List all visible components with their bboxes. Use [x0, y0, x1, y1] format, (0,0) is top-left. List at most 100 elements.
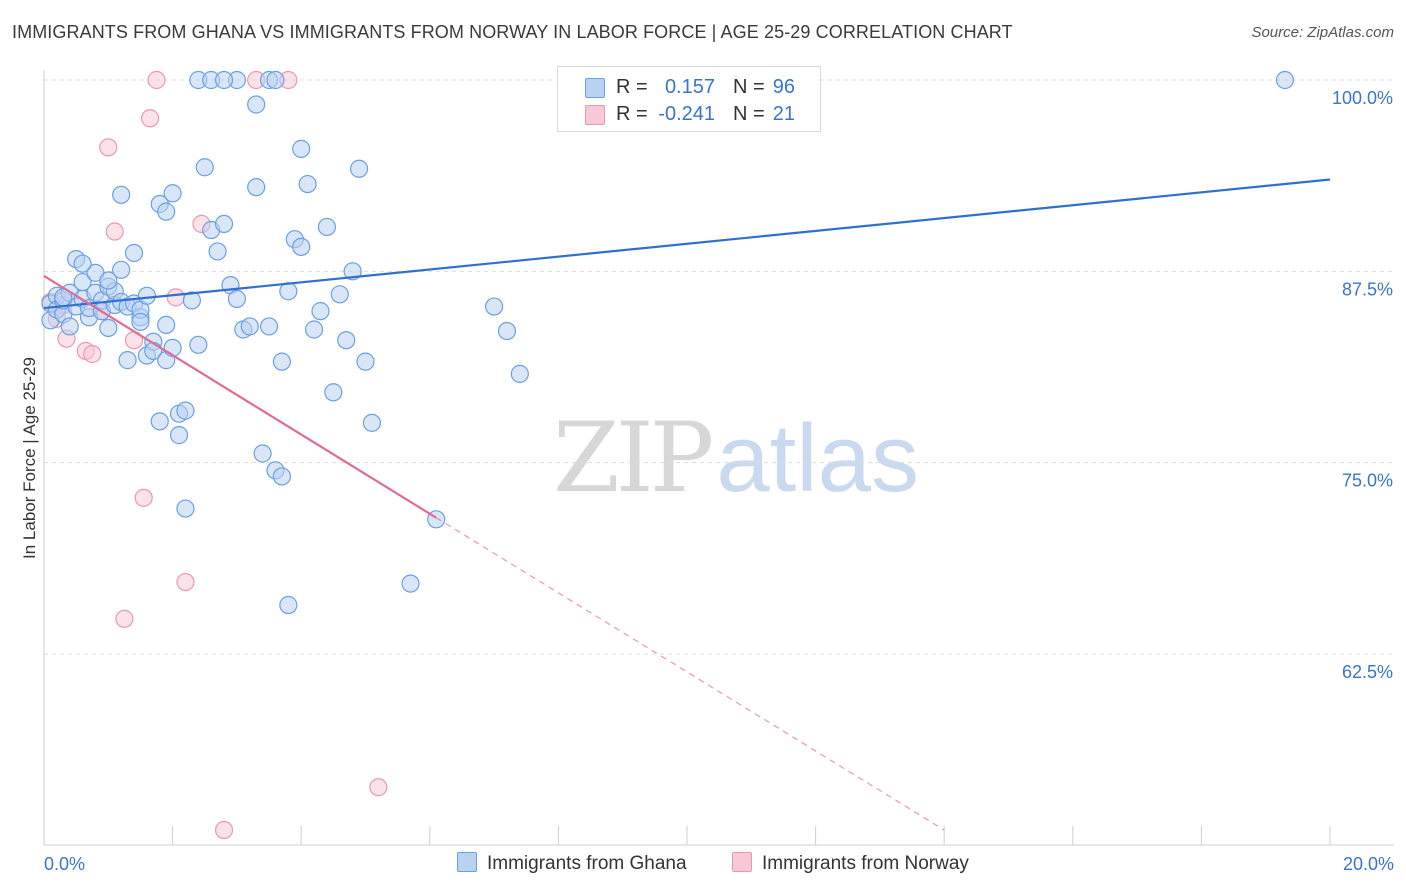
- watermark-atlas: atlas: [716, 405, 919, 512]
- point-immigrants-from-ghana: [112, 260, 131, 279]
- point-immigrants-from-ghana: [343, 262, 362, 281]
- point-immigrants-from-ghana: [163, 338, 182, 357]
- point-immigrants-from-ghana: [272, 352, 292, 371]
- point-immigrants-from-ghana: [311, 302, 330, 321]
- y-tick-label: 75.0%: [1342, 471, 1393, 491]
- point-immigrants-from-ghana: [137, 286, 156, 305]
- y-axis-label: In Labor Force | Age 25-29: [20, 357, 39, 559]
- grid-layer: [44, 79, 1394, 655]
- point-immigrants-from-ghana: [163, 184, 182, 203]
- series-legend: Immigrants from Ghana Immigrants from No…: [0, 852, 1406, 878]
- point-immigrants-from-ghana: [99, 318, 118, 338]
- point-immigrants-from-ghana: [169, 426, 189, 445]
- axis-layer: [43, 70, 1394, 846]
- point-immigrants-from-norway: [105, 222, 124, 241]
- legend-n-value: 96: [772, 76, 795, 98]
- ghana-swatch: [585, 78, 605, 98]
- point-immigrants-from-ghana: [227, 289, 246, 308]
- point-immigrants-from-ghana: [99, 271, 118, 290]
- point-immigrants-from-ghana: [485, 297, 504, 316]
- point-immigrants-from-ghana: [1275, 70, 1295, 90]
- x-tick-label-max: 20.0%: [1343, 854, 1394, 874]
- point-immigrants-from-ghana: [240, 317, 259, 336]
- point-immigrants-from-ghana: [214, 214, 234, 233]
- watermark: ZIPatlas: [553, 402, 919, 514]
- legend-n-label: N =: [733, 103, 765, 125]
- legend-r-value: 0.157: [664, 76, 715, 98]
- legend-row-ghana: R = 0.157 N = 96: [558, 74, 820, 100]
- point-immigrants-from-ghana: [292, 139, 311, 158]
- x-tick-label-min: 0.0%: [44, 854, 85, 874]
- chart-title: IMMIGRANTS FROM GHANA VS IMMIGRANTS FROM…: [12, 22, 1013, 42]
- point-immigrants-from-ghana: [337, 331, 356, 350]
- point-immigrants-from-norway: [134, 488, 153, 507]
- trendline-immigrants-from-norway: [43, 274, 437, 519]
- legend-r-label: R =: [616, 103, 648, 125]
- trendline-immigrants-from-ghana: [43, 178, 1331, 310]
- point-immigrants-from-ghana: [176, 401, 195, 420]
- point-immigrants-from-ghana: [131, 312, 150, 331]
- legend-n-label: N =: [733, 76, 765, 98]
- point-immigrants-from-ghana: [73, 254, 92, 273]
- point-immigrants-from-ghana: [317, 217, 337, 237]
- point-immigrants-from-norway: [166, 288, 185, 307]
- legend-n-value: 21: [772, 103, 795, 125]
- point-immigrants-from-ghana: [195, 158, 214, 177]
- trend-layer: [43, 178, 1331, 831]
- y-tick-labels: 62.5% 75.0% 87.5% 100.0%: [1332, 88, 1393, 682]
- y-tick-label: 62.5%: [1342, 662, 1393, 682]
- point-immigrants-from-norway: [176, 572, 195, 592]
- point-immigrants-from-ghana: [60, 317, 79, 336]
- point-immigrants-from-ghana: [259, 317, 279, 336]
- point-immigrants-from-ghana: [304, 320, 324, 339]
- legend-r-label: R =: [616, 76, 648, 98]
- point-immigrants-from-norway: [140, 109, 160, 128]
- point-immigrants-from-ghana: [112, 185, 131, 204]
- y-tick-label: 87.5%: [1342, 279, 1393, 299]
- point-immigrants-from-ghana: [272, 467, 292, 486]
- point-immigrants-from-ghana: [253, 444, 272, 463]
- point-immigrants-from-ghana: [247, 95, 266, 114]
- point-immigrants-from-ghana: [176, 499, 195, 518]
- legend-item-ghana[interactable]: Immigrants from Ghana: [457, 852, 687, 875]
- legend-label-norway: Immigrants from Norway: [762, 853, 969, 874]
- point-immigrants-from-ghana: [330, 285, 349, 304]
- norway-legend-swatch: [732, 852, 752, 872]
- points-layer: [41, 70, 1295, 840]
- trendline-extension-immigrants-from-norway: [435, 517, 945, 831]
- point-immigrants-from-ghana: [279, 595, 298, 615]
- point-immigrants-from-ghana: [189, 335, 208, 354]
- x-tick-marks: [43, 826, 1331, 845]
- point-immigrants-from-ghana: [157, 202, 176, 221]
- chart-source: Source: ZipAtlas.com: [1251, 24, 1394, 41]
- point-immigrants-from-norway: [147, 70, 166, 90]
- point-immigrants-from-ghana: [497, 321, 517, 341]
- point-immigrants-from-norway: [83, 344, 102, 364]
- point-immigrants-from-ghana: [118, 351, 137, 370]
- point-immigrants-from-ghana: [247, 178, 266, 197]
- point-immigrants-from-ghana: [266, 70, 285, 90]
- watermark-zip: ZIP: [553, 402, 714, 514]
- legend-label-ghana: Immigrants from Ghana: [487, 853, 687, 874]
- legend-item-norway[interactable]: Immigrants from Norway: [732, 852, 969, 875]
- point-immigrants-from-ghana: [356, 352, 375, 371]
- point-immigrants-from-ghana: [349, 159, 369, 178]
- point-immigrants-from-ghana: [324, 383, 343, 402]
- ghana-legend-swatch: [457, 852, 477, 872]
- point-immigrants-from-ghana: [362, 413, 382, 432]
- point-immigrants-from-ghana: [157, 315, 176, 335]
- point-immigrants-from-norway: [99, 138, 118, 157]
- y-tick-label: 100.0%: [1332, 88, 1393, 108]
- point-immigrants-from-norway: [115, 609, 134, 628]
- point-immigrants-from-norway: [369, 778, 388, 797]
- point-immigrants-from-ghana: [73, 272, 92, 292]
- point-immigrants-from-ghana: [401, 574, 420, 593]
- legend-row-norway: R = -0.241 N = 21: [558, 101, 820, 127]
- point-immigrants-from-ghana: [298, 174, 317, 194]
- point-immigrants-from-ghana: [150, 412, 169, 431]
- point-immigrants-from-ghana: [292, 237, 311, 256]
- legend-r-value: -0.241: [658, 103, 715, 125]
- point-immigrants-from-ghana: [124, 243, 144, 263]
- point-immigrants-from-ghana: [214, 70, 234, 90]
- stats-legend: R = 0.157 N = 96 R = -0.241 N = 21: [557, 66, 821, 132]
